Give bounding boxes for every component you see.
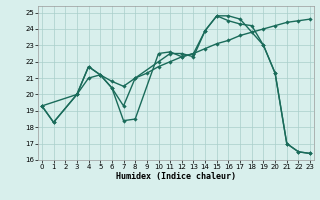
X-axis label: Humidex (Indice chaleur): Humidex (Indice chaleur) [116, 172, 236, 181]
